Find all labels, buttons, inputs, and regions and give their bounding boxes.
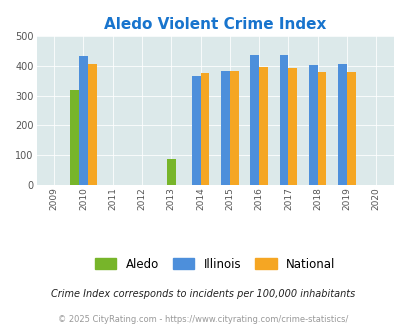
Legend: Aledo, Illinois, National: Aledo, Illinois, National [90,253,339,276]
Text: Crime Index corresponds to incidents per 100,000 inhabitants: Crime Index corresponds to incidents per… [51,289,354,299]
Bar [229,71,238,185]
Bar [317,72,326,185]
Bar [191,76,200,185]
Text: © 2025 CityRating.com - https://www.cityrating.com/crime-statistics/: © 2025 CityRating.com - https://www.city… [58,315,347,324]
Bar [250,55,258,185]
Bar [220,71,229,185]
Bar [288,68,296,185]
Bar [87,64,96,185]
Bar [200,73,209,185]
Bar [346,72,355,185]
Title: Aledo Violent Crime Index: Aledo Violent Crime Index [104,17,326,32]
Bar [79,56,87,185]
Bar [337,64,346,185]
Bar [279,55,288,185]
Bar [70,90,79,185]
Bar [308,65,317,185]
Bar [166,159,175,185]
Bar [258,67,267,185]
